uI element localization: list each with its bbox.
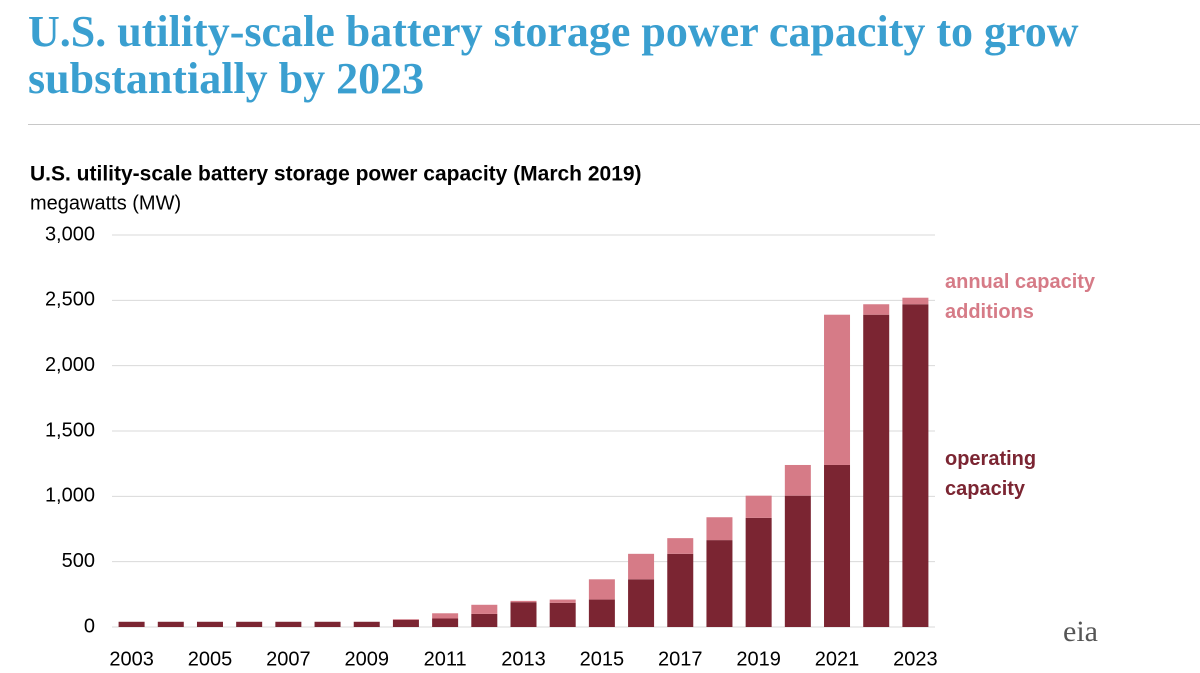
- x-tick-label: 2015: [580, 648, 625, 670]
- x-tick-label: 2017: [658, 648, 703, 670]
- logo: eia: [1063, 615, 1098, 648]
- y-tick-label: 1,000: [45, 485, 95, 507]
- y-tick-label: 0: [84, 615, 95, 637]
- legend-entry: annual capacity additions: [945, 271, 1096, 323]
- bar-segment: [628, 553, 655, 580]
- bar-segment: [667, 553, 694, 627]
- legend-entry: operating capacity: [945, 448, 1037, 500]
- bar-segment: [863, 314, 890, 627]
- bar-segment: [275, 621, 302, 627]
- bar-segment: [549, 599, 576, 603]
- bar-segment: [510, 600, 537, 603]
- bar-segment: [157, 621, 184, 627]
- y-tick-label: 1,500: [45, 419, 95, 441]
- bar-segment: [824, 464, 851, 627]
- bar-segment: [471, 613, 498, 627]
- bar-segment: [784, 495, 811, 627]
- bar-segment: [824, 314, 851, 465]
- x-tick-label: 2011: [424, 648, 467, 670]
- bar-segment: [588, 599, 615, 627]
- bar-segment: [628, 579, 655, 627]
- x-tick-label: 2003: [109, 648, 154, 670]
- y-axis-label: megawatts (MW): [30, 192, 181, 214]
- x-tick-label: 2007: [266, 648, 311, 670]
- bar-segment: [392, 619, 419, 627]
- headline: U.S. utility-scale battery storage power…: [28, 7, 1079, 103]
- bar-segment: [549, 602, 576, 627]
- bar-segment: [392, 619, 419, 620]
- bar-segment: [667, 538, 694, 554]
- y-tick-label: 2,500: [45, 289, 95, 311]
- x-tick-label: 2023: [893, 648, 938, 670]
- bar-segment: [314, 621, 341, 627]
- bar-segment: [863, 304, 890, 315]
- bar-segment: [432, 618, 459, 627]
- bar-segment: [706, 540, 733, 627]
- bar-segment: [510, 602, 537, 627]
- y-tick-label: 2,000: [45, 354, 95, 376]
- bar-segment: [784, 464, 811, 496]
- bar-segment: [745, 495, 772, 518]
- divider: [28, 124, 1200, 125]
- bar-segment: [471, 604, 498, 614]
- x-tick-label: 2021: [815, 648, 860, 670]
- x-tick-label: 2019: [736, 648, 781, 670]
- bar-segment: [588, 579, 615, 600]
- bar-segment: [902, 297, 929, 305]
- bar-segment: [706, 517, 733, 541]
- bar-segment: [902, 304, 929, 627]
- bar-segment: [236, 621, 263, 627]
- y-tick-label: 3,000: [45, 223, 95, 245]
- bar-segment: [353, 621, 380, 627]
- x-tick-label: 2009: [344, 648, 389, 670]
- bar-segment: [432, 613, 459, 619]
- x-tick-label: 2013: [501, 648, 546, 670]
- bar-segment: [196, 621, 223, 627]
- y-tick-label: 500: [62, 550, 95, 572]
- bar-segment: [118, 621, 145, 627]
- x-tick-label: 2005: [188, 648, 233, 670]
- bar-segment: [745, 517, 772, 627]
- chart-title: U.S. utility-scale battery storage power…: [30, 163, 642, 186]
